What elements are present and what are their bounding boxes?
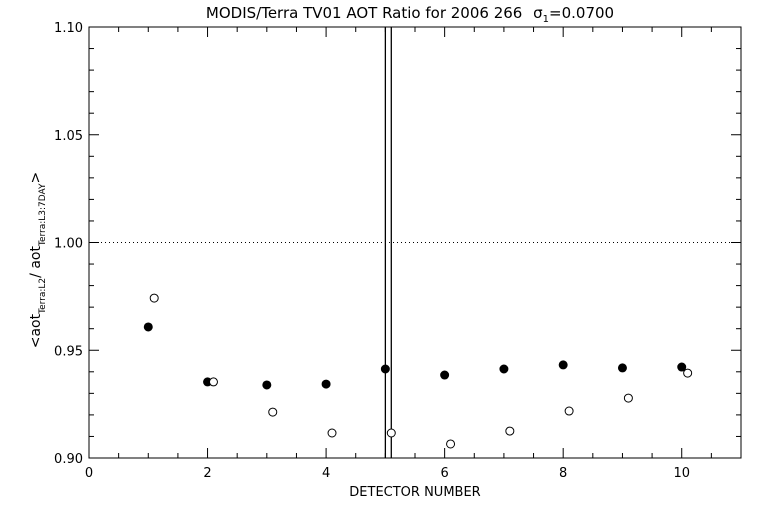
x-tick-label: 10 bbox=[673, 466, 690, 481]
x-tick-labels: 0 2 4 6 8 10 bbox=[85, 466, 690, 481]
title-sigma-value: =0.0700 bbox=[549, 4, 614, 22]
x-tick-label: 8 bbox=[559, 466, 567, 481]
axis-ticks bbox=[88, 26, 742, 459]
filled-point bbox=[677, 362, 687, 372]
y-axis-label: <aotTerra:L2/ aotTerra:L3:7DAY> bbox=[28, 172, 48, 349]
open-point bbox=[683, 368, 693, 378]
y-tick-label: 1.05 bbox=[54, 129, 83, 144]
open-point bbox=[149, 293, 159, 303]
plot-frame bbox=[88, 26, 742, 459]
open-point bbox=[386, 428, 396, 438]
filled-point bbox=[558, 360, 568, 370]
open-point bbox=[623, 393, 633, 403]
open-point bbox=[446, 439, 456, 449]
filled-point bbox=[321, 379, 331, 389]
title-main: MODIS/Terra TV01 AOT Ratio for 2006 266 bbox=[206, 4, 522, 22]
y-tick-label: 1.10 bbox=[54, 21, 83, 36]
filled-point bbox=[143, 322, 153, 332]
open-point bbox=[505, 426, 515, 436]
x-tick-label: 2 bbox=[203, 466, 211, 481]
x-tick-label: 0 bbox=[85, 466, 93, 481]
chart-title: MODIS/Terra TV01 AOT Ratio for 2006 266 … bbox=[206, 4, 614, 25]
filled-point bbox=[440, 370, 450, 380]
filled-point bbox=[617, 363, 627, 373]
x-axis-label: DETECTOR NUMBER bbox=[349, 485, 480, 500]
x-tick-label: 4 bbox=[322, 466, 330, 481]
vertical-lines bbox=[384, 27, 392, 458]
y-tick-label: 0.90 bbox=[54, 452, 83, 467]
filled-point bbox=[499, 364, 509, 374]
y-tick-label: 0.95 bbox=[54, 344, 83, 359]
title-sigma: σ bbox=[533, 4, 543, 22]
title-sigma-sub: 1 bbox=[543, 14, 549, 25]
open-point bbox=[327, 428, 337, 438]
x-tick-label: 6 bbox=[440, 466, 448, 481]
open-point bbox=[268, 407, 278, 417]
y-tick-label: 1.00 bbox=[54, 237, 83, 252]
open-point bbox=[564, 406, 574, 416]
filled-point bbox=[262, 380, 272, 390]
data-points bbox=[143, 293, 693, 449]
filled-point bbox=[380, 364, 390, 374]
open-point bbox=[208, 377, 218, 387]
y-tick-labels: 0.90 0.95 1.00 1.05 1.10 bbox=[54, 21, 83, 467]
